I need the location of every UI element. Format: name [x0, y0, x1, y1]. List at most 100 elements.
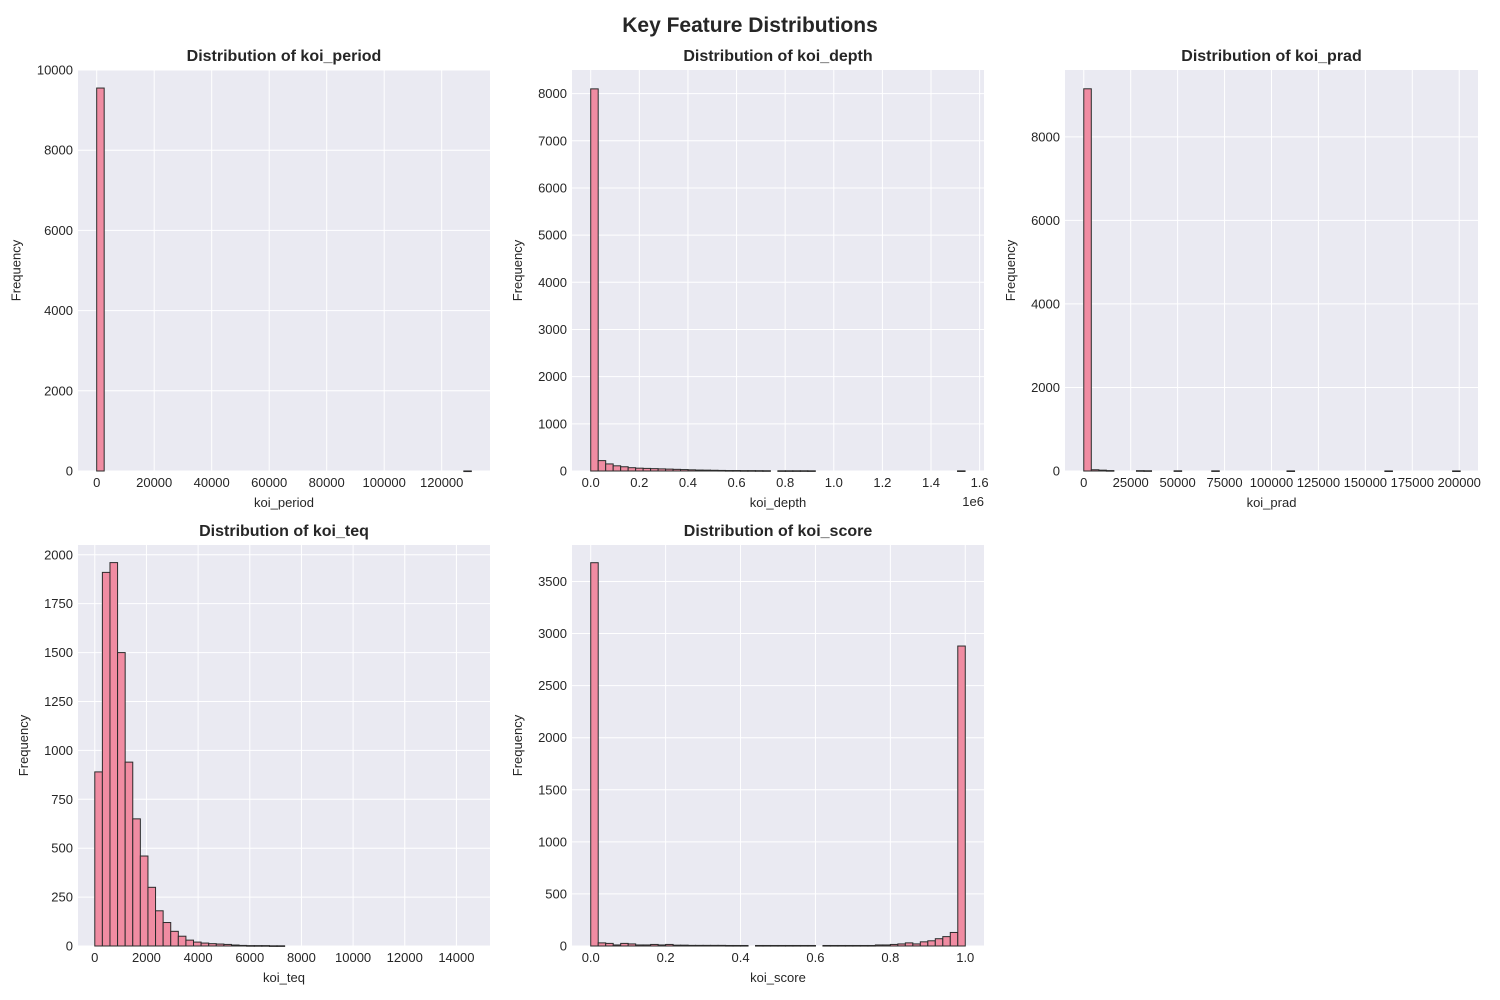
chart-4-bar-4	[620, 942, 629, 947]
chart-4-bar-11	[672, 944, 682, 947]
chart-1-offset-label: 1e6	[962, 494, 984, 509]
chart-4-bar-36	[859, 944, 869, 947]
chart-2-bar-3	[1105, 470, 1115, 472]
chart-4-bar-15	[702, 944, 712, 947]
chart-4-x-tick-label-4: 0.8	[881, 950, 899, 965]
chart-4-bar-46	[934, 938, 944, 947]
chart-4-y-tick-label-1: 500	[545, 886, 567, 901]
chart-4-bar-38	[874, 944, 884, 947]
chart-0-x-tick-label-5: 100000	[363, 475, 406, 490]
chart-3-x-tick-label-4: 8000	[287, 950, 316, 965]
chart-3-y-tick-label-2: 500	[51, 841, 73, 856]
chart-4-bar-28	[799, 944, 809, 947]
chart-4-y-tick-label-3: 1500	[538, 782, 567, 797]
chart-1-bar-0	[590, 88, 599, 472]
chart-4-title: Distribution of koi_score	[684, 523, 873, 540]
chart-1-x-tick-label-2: 0.4	[679, 475, 697, 490]
chart-4-bar-26	[784, 944, 794, 947]
chart-4-y-axis-label: Frequency	[510, 714, 525, 776]
chart-3-y-tick-label-1: 250	[51, 890, 73, 905]
chart-3-x-tick-label-3: 6000	[235, 950, 264, 965]
chart-3-x-tick-label-2: 4000	[184, 950, 213, 965]
chart-4-bar-14	[695, 944, 704, 947]
chart-2-bar-0	[1083, 88, 1092, 472]
chart-1-x-axis-label: koi_depth	[750, 495, 806, 510]
chart-2-y-tick-label-0: 0	[1053, 464, 1060, 479]
chart-0-y-tick-label-1: 2000	[44, 383, 73, 398]
chart-4-y-tick-label-5: 2500	[538, 678, 567, 693]
chart-3-y-tick-label-3: 750	[51, 792, 73, 807]
chart-4-bar-3	[612, 944, 622, 947]
chart-4-bar-12	[680, 944, 689, 947]
chart-0-x-tick-label-3: 60000	[251, 475, 287, 490]
chart-4-bar-20	[740, 944, 749, 947]
chart-2-x-tick-label-5: 125000	[1297, 475, 1340, 490]
chart-1-y-tick-label-7: 7000	[538, 133, 567, 148]
chart-1-y-tick-label-8: 8000	[538, 86, 567, 101]
chart-1-bar-23	[762, 470, 771, 472]
chart-4-x-tick-label-0: 0.0	[582, 950, 600, 965]
chart-1-y-tick-label-2: 2000	[538, 369, 567, 384]
chart-3-x-tick-label-1: 2000	[132, 950, 161, 965]
chart-2-x-tick-label-8: 200000	[1438, 475, 1481, 490]
chart-4-bar-34	[844, 944, 854, 947]
chart-4-x-tick-label-5: 1.0	[956, 950, 974, 965]
chart-4-bar-29	[807, 944, 816, 947]
chart-2-x-tick-label-3: 75000	[1206, 475, 1242, 490]
chart-0-x-axis-label: koi_period	[254, 495, 314, 510]
chart-0-x-tick-label-1: 20000	[136, 475, 172, 490]
chart-4-bar-22	[755, 944, 764, 947]
chart-1-x-tick-label-7: 1.4	[922, 475, 940, 490]
chart-4-bar-25	[777, 944, 786, 947]
chart-2-y-tick-label-2: 4000	[1031, 296, 1060, 311]
chart-3-y-tick-label-8: 2000	[44, 547, 73, 562]
chart-2-y-tick-label-4: 8000	[1031, 129, 1060, 144]
chart-4-bar-32	[829, 944, 839, 947]
chart-4-bar-23	[762, 944, 772, 947]
chart-2-bar-49	[1452, 470, 1461, 473]
chart-2-y-tick-label-1: 2000	[1031, 380, 1060, 395]
chart-1-x-tick-label-0: 0.0	[582, 475, 600, 490]
chart-1-y-tick-label-3: 3000	[538, 322, 567, 337]
chart-0-bar-49	[463, 470, 472, 473]
chart-4-bar-24	[770, 944, 779, 947]
chart-3-x-tick-label-5: 10000	[335, 950, 371, 965]
chart-4-bar-39	[882, 944, 891, 947]
chart-3-y-tick-label-5: 1250	[44, 694, 73, 709]
chart-4-bar-0	[590, 562, 599, 947]
chart-4-y-tick-label-7: 3500	[538, 574, 567, 589]
chart-2-x-tick-label-0: 0	[1080, 475, 1087, 490]
chart-0-y-tick-label-3: 6000	[44, 223, 73, 238]
chart-4-bar-16	[710, 944, 719, 947]
chart-3-y-tick-label-0: 0	[66, 939, 73, 954]
chart-4-bar-27	[792, 944, 801, 947]
chart-2-bar-27	[1286, 470, 1296, 472]
chart-3-title: Distribution of koi_teq	[199, 523, 369, 540]
chart-4-bar-2	[605, 942, 614, 947]
chart-2-x-tick-label-1: 25000	[1113, 475, 1149, 490]
chart-1-x-tick-label-3: 0.6	[728, 475, 746, 490]
chart-3-x-tick-label-0: 0	[91, 950, 98, 965]
chart-2-x-tick-label-2: 50000	[1160, 475, 1196, 490]
chart-1-bar-49	[957, 470, 966, 472]
chart-4-y-tick-label-2: 1000	[538, 834, 567, 849]
chart-1-y-tick-label-0: 0	[560, 464, 567, 479]
chart-1-x-tick-label-4: 0.8	[776, 475, 794, 490]
chart-1-y-axis-label: Frequency	[510, 239, 525, 301]
chart-1-y-tick-label-1: 1000	[538, 416, 567, 431]
chart-2-bar-40	[1384, 470, 1393, 473]
chart-1-x-tick-label-1: 0.2	[630, 475, 648, 490]
chart-2-y-axis-label: Frequency	[1003, 239, 1018, 301]
chart-4-bar-48	[949, 931, 959, 947]
chart-4-y-tick-label-0: 0	[560, 939, 567, 954]
chart-3-bar-24	[276, 945, 286, 947]
chart-1-y-tick-label-5: 5000	[538, 228, 567, 243]
chart-0-x-tick-label-2: 40000	[194, 475, 230, 490]
chart-2-y-tick-label-3: 6000	[1031, 213, 1060, 228]
chart-4-bar-6	[635, 944, 644, 947]
figure-title: Key Feature Distributions	[622, 14, 878, 37]
